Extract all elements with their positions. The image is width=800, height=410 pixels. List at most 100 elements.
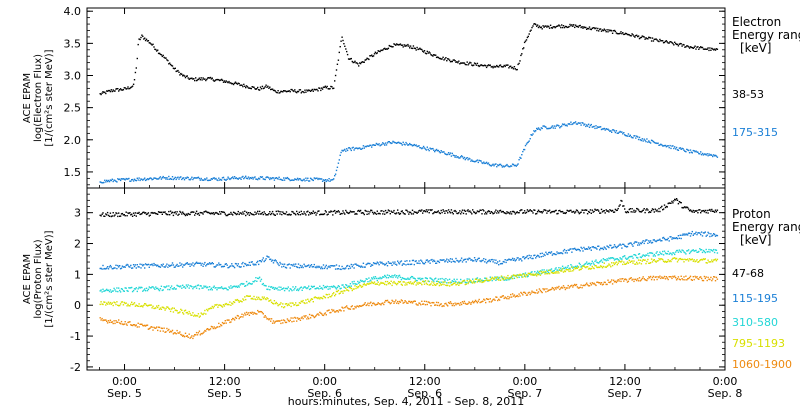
data-point bbox=[611, 262, 613, 264]
data-point bbox=[153, 177, 155, 179]
data-point bbox=[556, 269, 558, 271]
data-point bbox=[370, 55, 372, 57]
data-point bbox=[511, 275, 514, 277]
data-point bbox=[269, 318, 271, 320]
data-point bbox=[646, 138, 648, 140]
data-point bbox=[633, 242, 635, 245]
data-point bbox=[183, 264, 186, 266]
data-point bbox=[155, 212, 157, 215]
data-point bbox=[423, 147, 426, 149]
data-point bbox=[324, 266, 327, 268]
data-point bbox=[390, 45, 392, 48]
data-point bbox=[220, 324, 222, 326]
data-point bbox=[237, 82, 239, 84]
data-point bbox=[641, 277, 643, 280]
data-point bbox=[247, 282, 250, 285]
data-point bbox=[637, 244, 639, 246]
data-point bbox=[668, 146, 670, 149]
data-point bbox=[251, 86, 253, 88]
data-point bbox=[536, 273, 539, 275]
data-point bbox=[402, 141, 404, 143]
data-point bbox=[578, 249, 580, 251]
data-point bbox=[640, 263, 643, 265]
data-point bbox=[469, 158, 471, 160]
data-point bbox=[602, 283, 605, 285]
data-point bbox=[571, 265, 573, 267]
data-point bbox=[542, 255, 544, 257]
data-point bbox=[326, 285, 328, 288]
data-point bbox=[283, 319, 285, 321]
data-point bbox=[371, 211, 374, 214]
data-point bbox=[686, 206, 688, 208]
data-point bbox=[145, 324, 148, 326]
data-point bbox=[566, 266, 568, 269]
data-point bbox=[578, 122, 580, 124]
data-point bbox=[540, 272, 542, 275]
data-point bbox=[326, 310, 328, 312]
data-point bbox=[328, 286, 330, 288]
data-point bbox=[376, 52, 378, 54]
data-point bbox=[675, 279, 678, 281]
data-point bbox=[432, 212, 434, 215]
data-point bbox=[121, 323, 124, 325]
data-point bbox=[102, 182, 104, 184]
data-point bbox=[505, 297, 507, 299]
data-point bbox=[250, 283, 252, 285]
data-point bbox=[304, 316, 306, 318]
data-point bbox=[389, 283, 391, 285]
data-point bbox=[437, 149, 440, 152]
data-point bbox=[698, 209, 700, 211]
data-point bbox=[454, 209, 456, 212]
data-point bbox=[277, 178, 279, 180]
data-point bbox=[293, 212, 295, 215]
data-point bbox=[134, 212, 137, 214]
data-point bbox=[633, 135, 635, 137]
data-point bbox=[207, 308, 210, 310]
data-point bbox=[100, 301, 102, 303]
data-point bbox=[336, 290, 339, 293]
data-point bbox=[170, 331, 173, 333]
data-point bbox=[160, 178, 163, 180]
data-point bbox=[459, 63, 461, 65]
data-point bbox=[155, 327, 157, 329]
data-point bbox=[449, 258, 452, 260]
data-point bbox=[101, 317, 103, 320]
data-point bbox=[510, 275, 513, 277]
data-point bbox=[270, 301, 273, 303]
data-point bbox=[447, 279, 449, 281]
data-point bbox=[184, 76, 187, 79]
data-point bbox=[393, 43, 395, 45]
data-point bbox=[228, 213, 230, 215]
data-point bbox=[130, 287, 132, 289]
data-point bbox=[207, 77, 210, 79]
data-point bbox=[511, 66, 514, 69]
data-point bbox=[311, 298, 314, 300]
data-point bbox=[252, 298, 254, 300]
data-point bbox=[312, 210, 314, 212]
data-point bbox=[642, 240, 644, 242]
data-point bbox=[452, 303, 454, 305]
data-point bbox=[388, 262, 390, 264]
data-point bbox=[518, 276, 520, 278]
data-point bbox=[470, 160, 472, 162]
data-point bbox=[707, 231, 709, 234]
data-point bbox=[620, 280, 622, 283]
data-point bbox=[422, 262, 424, 264]
data-point bbox=[279, 213, 281, 215]
data-point bbox=[258, 178, 261, 180]
data-point bbox=[588, 211, 591, 213]
data-point bbox=[387, 209, 390, 211]
data-point bbox=[258, 89, 261, 91]
data-point bbox=[214, 287, 216, 289]
data-point bbox=[457, 156, 459, 158]
data-point bbox=[214, 327, 216, 330]
data-point bbox=[546, 269, 548, 271]
data-point bbox=[635, 254, 637, 257]
data-point bbox=[473, 161, 476, 163]
data-point bbox=[615, 258, 618, 260]
data-point bbox=[312, 301, 314, 303]
data-point bbox=[533, 23, 535, 25]
data-point bbox=[106, 90, 109, 92]
data-point bbox=[449, 301, 452, 303]
data-point bbox=[155, 286, 157, 288]
